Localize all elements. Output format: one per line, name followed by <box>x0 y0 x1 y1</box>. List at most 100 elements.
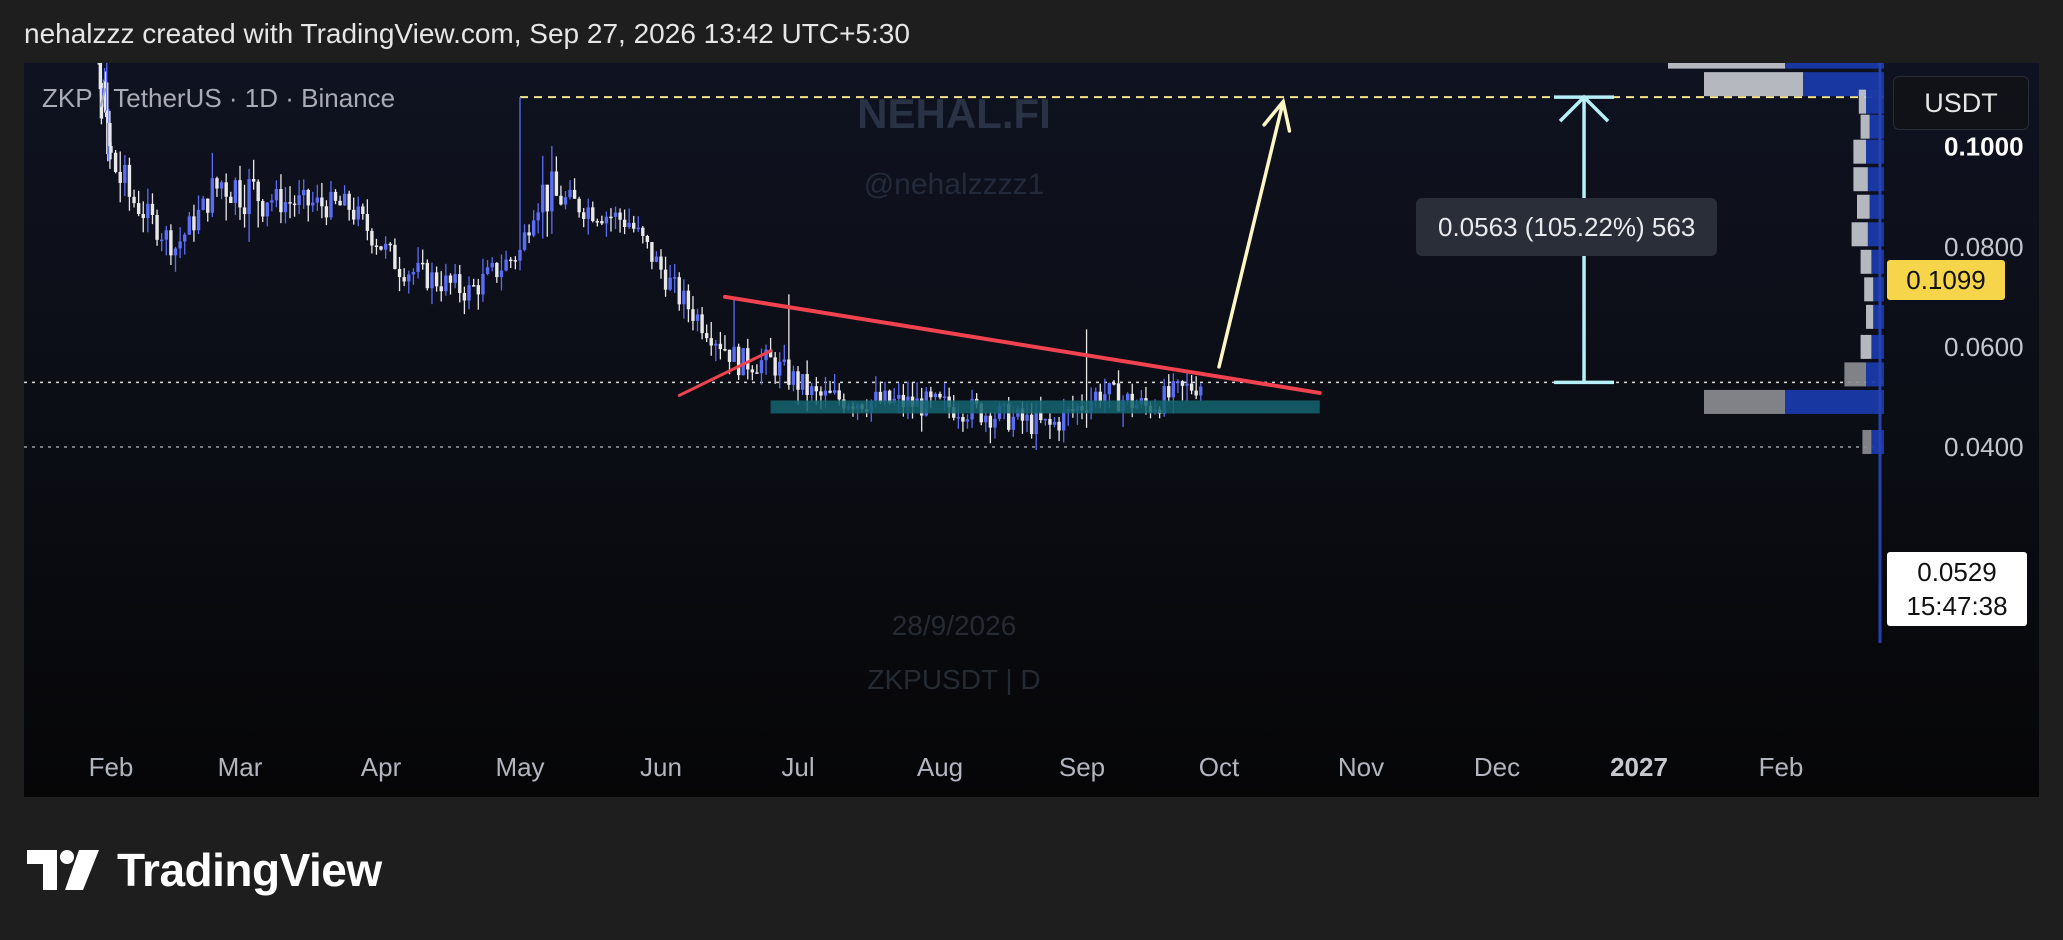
x-tick-label: Apr <box>361 752 402 782</box>
candle-body <box>609 216 613 219</box>
last-price-value: 0.0529 <box>1917 557 1997 587</box>
candle-body <box>1094 391 1098 401</box>
measure-tooltip: 0.0563 (105.22%) 563 <box>1416 198 1718 256</box>
candle-body <box>183 234 187 242</box>
candle-body <box>1171 381 1176 398</box>
candle-body <box>338 200 342 206</box>
candle-body <box>315 197 320 203</box>
candle-body <box>118 171 122 183</box>
candle-body <box>192 216 196 231</box>
candle-body <box>727 349 732 362</box>
candle-body <box>270 200 274 203</box>
candle-body <box>233 180 238 203</box>
candle-body <box>370 230 374 246</box>
candle-body <box>504 259 508 271</box>
volume-profile-up <box>1871 429 1884 454</box>
volume-profile-down <box>1844 362 1866 387</box>
volume-profile-down <box>1704 72 1803 97</box>
candle-body <box>527 232 531 236</box>
volume-profile-down <box>1860 249 1872 274</box>
candle-body <box>938 393 942 398</box>
candle-body <box>704 333 709 339</box>
volume-profile <box>1668 63 1884 643</box>
candle-body <box>595 221 600 223</box>
candle-body <box>388 243 392 246</box>
candle-body <box>288 202 292 204</box>
candle-body <box>251 179 256 182</box>
candle-body <box>668 277 672 290</box>
candle-body <box>150 203 155 215</box>
candle-body <box>411 272 416 275</box>
candle-body <box>513 260 518 262</box>
candles <box>97 63 1203 450</box>
candle-body <box>627 222 631 227</box>
candle-body <box>1048 418 1052 425</box>
x-tick-label: Jun <box>640 752 682 782</box>
candle-body <box>352 209 356 220</box>
volume-profile-up <box>1785 63 1884 69</box>
candle-body <box>265 202 269 217</box>
tradingview-logo-icon <box>27 850 99 890</box>
watermark-date: 28/9/2026 <box>892 610 1017 641</box>
candle-body <box>1011 416 1015 430</box>
currency-button[interactable]: USDT <box>1893 76 2029 130</box>
y-tick-label: 0.0600 <box>1944 332 2024 362</box>
volume-profile-up <box>1867 167 1884 192</box>
candle-body <box>301 189 306 196</box>
drawings[interactable] <box>677 94 1615 414</box>
candle-body <box>613 212 618 217</box>
candle-body <box>559 195 563 205</box>
candle-body <box>732 346 736 362</box>
candle-body <box>572 189 577 199</box>
candle-body <box>1116 383 1121 412</box>
candle-body <box>1034 412 1038 435</box>
candle-body <box>837 390 841 400</box>
candle-body <box>108 122 112 147</box>
candle-body <box>164 230 168 240</box>
candle-body <box>1039 412 1043 421</box>
candle-body <box>224 182 228 197</box>
candle-body <box>673 277 677 279</box>
candle-body <box>306 189 310 206</box>
candle-body <box>136 203 141 215</box>
candle-body <box>518 249 522 261</box>
candle-body <box>196 209 201 231</box>
tradingview-wordmark: TradingView <box>117 844 382 896</box>
volume-profile-up <box>1871 334 1884 359</box>
candle-body <box>691 309 695 321</box>
support-zone <box>770 400 1320 414</box>
brand-footer[interactable]: TradingView <box>27 842 382 898</box>
candle-body <box>632 222 636 229</box>
candle-body <box>791 371 796 385</box>
candle-body <box>416 262 420 273</box>
x-tick-label: Feb <box>1759 752 1804 782</box>
candle-body <box>1185 383 1189 386</box>
candle-body <box>1180 381 1185 386</box>
chart-pane[interactable]: NEHAL.FI @nehalzzzz1 28/9/2026 ZKPUSDT |… <box>24 63 2039 797</box>
candle-body <box>531 220 536 236</box>
candle-body <box>961 417 965 422</box>
volume-profile-up <box>1867 222 1884 247</box>
candle-body <box>741 348 745 376</box>
candle-body <box>787 359 791 385</box>
x-tick-label: May <box>495 752 544 782</box>
candle-body <box>563 197 568 205</box>
candle-body <box>439 286 443 292</box>
candle-body <box>650 241 654 262</box>
candle-body <box>448 275 453 283</box>
candle-body <box>1098 391 1102 401</box>
candle-body <box>434 272 439 287</box>
header-caption: nehalzzz created with TradingView.com, S… <box>24 18 910 49</box>
candle-body <box>481 273 485 295</box>
candle-body <box>201 198 205 210</box>
candle-body <box>476 285 480 295</box>
candle-body <box>155 214 159 240</box>
candle-body <box>1176 381 1180 383</box>
candle-body <box>206 198 210 213</box>
candle-body <box>425 262 430 289</box>
price-chart[interactable]: NEHAL.FI @nehalzzzz1 28/9/2026 ZKPUSDT |… <box>24 63 2039 797</box>
volume-profile-up <box>1869 114 1884 139</box>
candle-body <box>421 262 425 265</box>
candle-body <box>686 290 691 310</box>
candle-body <box>1194 390 1198 396</box>
